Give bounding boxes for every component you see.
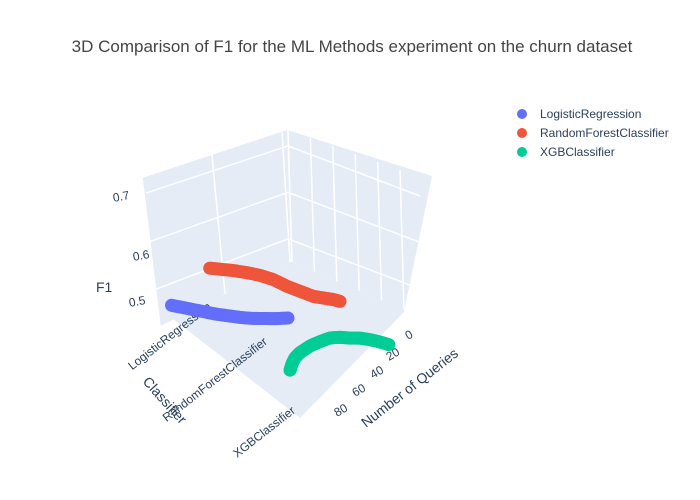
legend-label: LogisticRegression	[540, 107, 641, 121]
x-tick-label: XGBClassifier	[230, 403, 297, 460]
legend-item[interactable]: RandomForestClassifier	[517, 126, 669, 140]
data-point	[382, 338, 396, 352]
gridline-z-left	[145, 191, 289, 244]
y-tick-label: 0	[403, 327, 416, 343]
chart-title: 3D Comparison of F1 for the ML Methods e…	[72, 37, 633, 56]
legend-marker	[517, 109, 527, 119]
gridline-y	[376, 161, 383, 301]
gridline-z-left	[145, 145, 289, 194]
legend-item[interactable]: LogisticRegression	[517, 107, 641, 121]
z-tick-label: 0.6	[132, 247, 151, 264]
gridline-y	[399, 169, 405, 311]
series-LogisticRegression	[165, 298, 295, 326]
z-axis-title: F1	[96, 279, 113, 295]
z-tick-label: 0.7	[112, 188, 131, 205]
gridline-z-right	[287, 191, 421, 244]
gridline-y	[287, 129, 293, 263]
z-tick-label: 0.5	[128, 293, 147, 310]
y-tick-label: 60	[350, 381, 369, 400]
series-XGBClassifier	[283, 330, 396, 377]
data-point	[165, 298, 178, 312]
data-points	[165, 261, 396, 377]
scene-gridlines	[141, 129, 421, 327]
gridline-z-right	[287, 238, 421, 290]
y-tick-label: 40	[368, 363, 387, 382]
gridline-x	[281, 131, 291, 263]
y-axis-title: Number of Queries	[358, 345, 461, 430]
data-point	[203, 261, 217, 275]
gridline-x	[141, 177, 161, 327]
gridline-y	[332, 145, 338, 282]
legend-label: RandomForestClassifier	[540, 126, 669, 140]
legend-marker	[517, 128, 527, 138]
gridline-y	[354, 153, 360, 291]
legend-label: XGBClassifier	[540, 145, 615, 159]
legend-item[interactable]: XGBClassifier	[517, 145, 615, 159]
gridline-y	[309, 137, 316, 272]
legend[interactable]: LogisticRegression RandomForestClassifier…	[517, 107, 669, 159]
gridline-z-right	[287, 145, 421, 197]
y-tick-label: 80	[332, 401, 351, 420]
legend-marker	[517, 147, 527, 157]
back-wall-right	[287, 130, 432, 312]
series-RandomForestClassifier	[203, 261, 347, 308]
